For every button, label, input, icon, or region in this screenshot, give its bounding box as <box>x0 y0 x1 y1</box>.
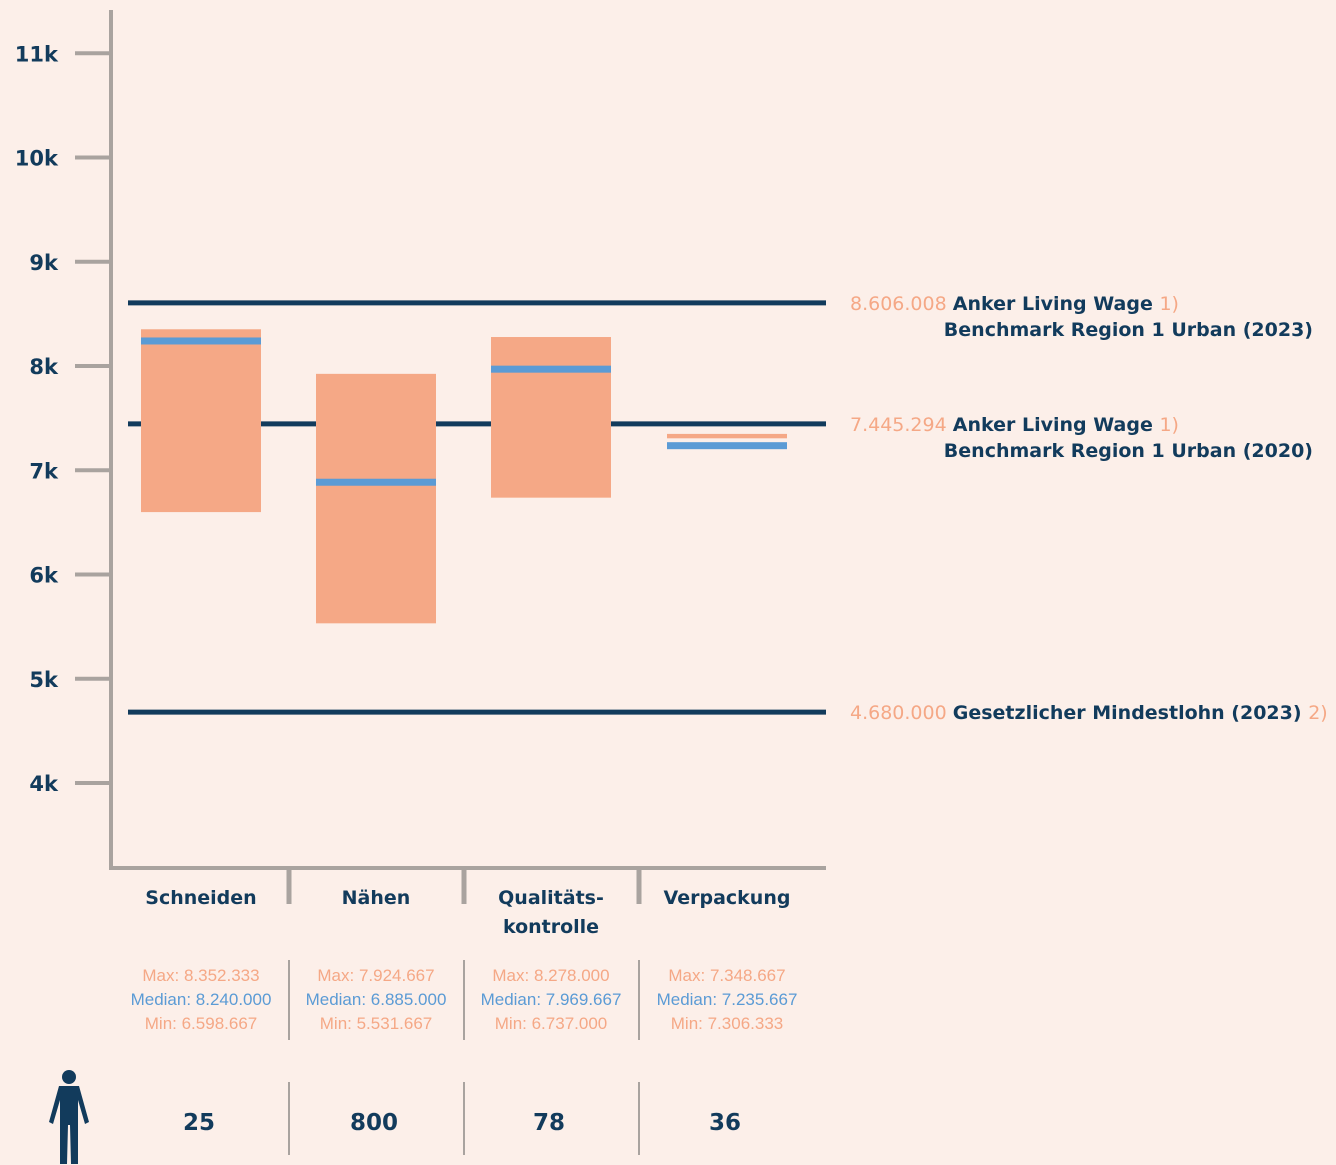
y-tick-label: 4k <box>29 772 59 796</box>
reference-line-sublabel: Benchmark Region 1 Urban (2020) <box>944 440 1313 462</box>
range-box <box>667 433 787 439</box>
stat-max: Max: 7.924.667 <box>317 966 434 985</box>
y-axis: 4k 5k 6k 7k 8k 9k 10k 11k <box>15 10 826 904</box>
stat-min: Min: 7.306.333 <box>671 1014 783 1033</box>
y-tick-label: 5k <box>29 668 59 692</box>
reference-line-label: 8.606.008 Anker Living Wage 1) <box>850 293 1179 315</box>
range-box <box>491 337 611 498</box>
median-bar <box>667 442 787 450</box>
y-tick-label: 10k <box>15 147 59 171</box>
y-tick-label: 9k <box>29 251 59 275</box>
person-icon <box>49 1070 89 1164</box>
reference-name: Anker Living Wage <box>953 293 1160 315</box>
category-label: Verpackung <box>664 887 791 909</box>
reference-line-label: 7.445.294 Anker Living Wage 1) <box>850 414 1179 436</box>
reference-value: 8.606.008 <box>850 293 953 315</box>
stat-max: Max: 8.352.333 <box>142 966 259 985</box>
category-label: Qualitäts- <box>498 887 604 909</box>
median-bar <box>141 337 261 345</box>
y-tick-label: 8k <box>29 355 59 379</box>
y-tick-label: 7k <box>29 459 59 483</box>
y-tick-label: 6k <box>29 564 59 588</box>
headcount-row: 25 800 78 36 <box>49 1070 741 1164</box>
headcount-value: 36 <box>709 1110 741 1136</box>
reference-value: 7.445.294 <box>850 414 953 436</box>
reference-lines: 8.606.008 Anker Living Wage 1) Benchmark … <box>128 293 1328 724</box>
range-box <box>141 329 261 513</box>
stat-median: Median: 8.240.000 <box>131 990 272 1009</box>
category-label: Nähen <box>342 887 411 909</box>
stat-min: Min: 6.737.000 <box>495 1014 607 1033</box>
stat-max: Max: 8.278.000 <box>492 966 609 985</box>
reference-name: Gesetzlicher Mindestlohn (2023) <box>953 702 1308 724</box>
reference-note: 2) <box>1308 702 1328 724</box>
y-tick-label: 11k <box>15 42 59 66</box>
range-boxes <box>141 329 787 624</box>
reference-note: 1) <box>1159 293 1179 315</box>
headcount-value: 800 <box>350 1110 398 1136</box>
stat-min: Min: 5.531.667 <box>320 1014 432 1033</box>
reference-line-sublabel: Benchmark Region 1 Urban (2023) <box>944 319 1313 341</box>
median-bar <box>316 478 436 486</box>
headcount-value: 25 <box>183 1110 215 1136</box>
headcount-value: 78 <box>533 1110 565 1136</box>
reference-note: 1) <box>1159 414 1179 436</box>
stat-median: Median: 7.969.667 <box>481 990 622 1009</box>
range-box <box>316 373 436 624</box>
reference-line-label: 4.680.000 Gesetzlicher Mindestlohn (2023… <box>850 702 1328 724</box>
stat-median: Median: 7.235.667 <box>657 990 798 1009</box>
category-label: kontrolle <box>503 916 599 938</box>
median-bar <box>491 365 611 373</box>
category-label: Schneiden <box>145 887 256 909</box>
stat-labels: Max: 8.352.333 Median: 8.240.000 Min: 6.59… <box>131 960 798 1040</box>
stat-max: Max: 7.348.667 <box>668 966 785 985</box>
stat-min: Min: 6.598.667 <box>145 1014 257 1033</box>
reference-value: 4.680.000 <box>850 702 953 724</box>
stat-median: Median: 6.885.000 <box>306 990 447 1009</box>
reference-name: Anker Living Wage <box>953 414 1160 436</box>
category-labels: Schneiden Nähen Qualitäts-kontrolle Verpack… <box>145 887 790 938</box>
